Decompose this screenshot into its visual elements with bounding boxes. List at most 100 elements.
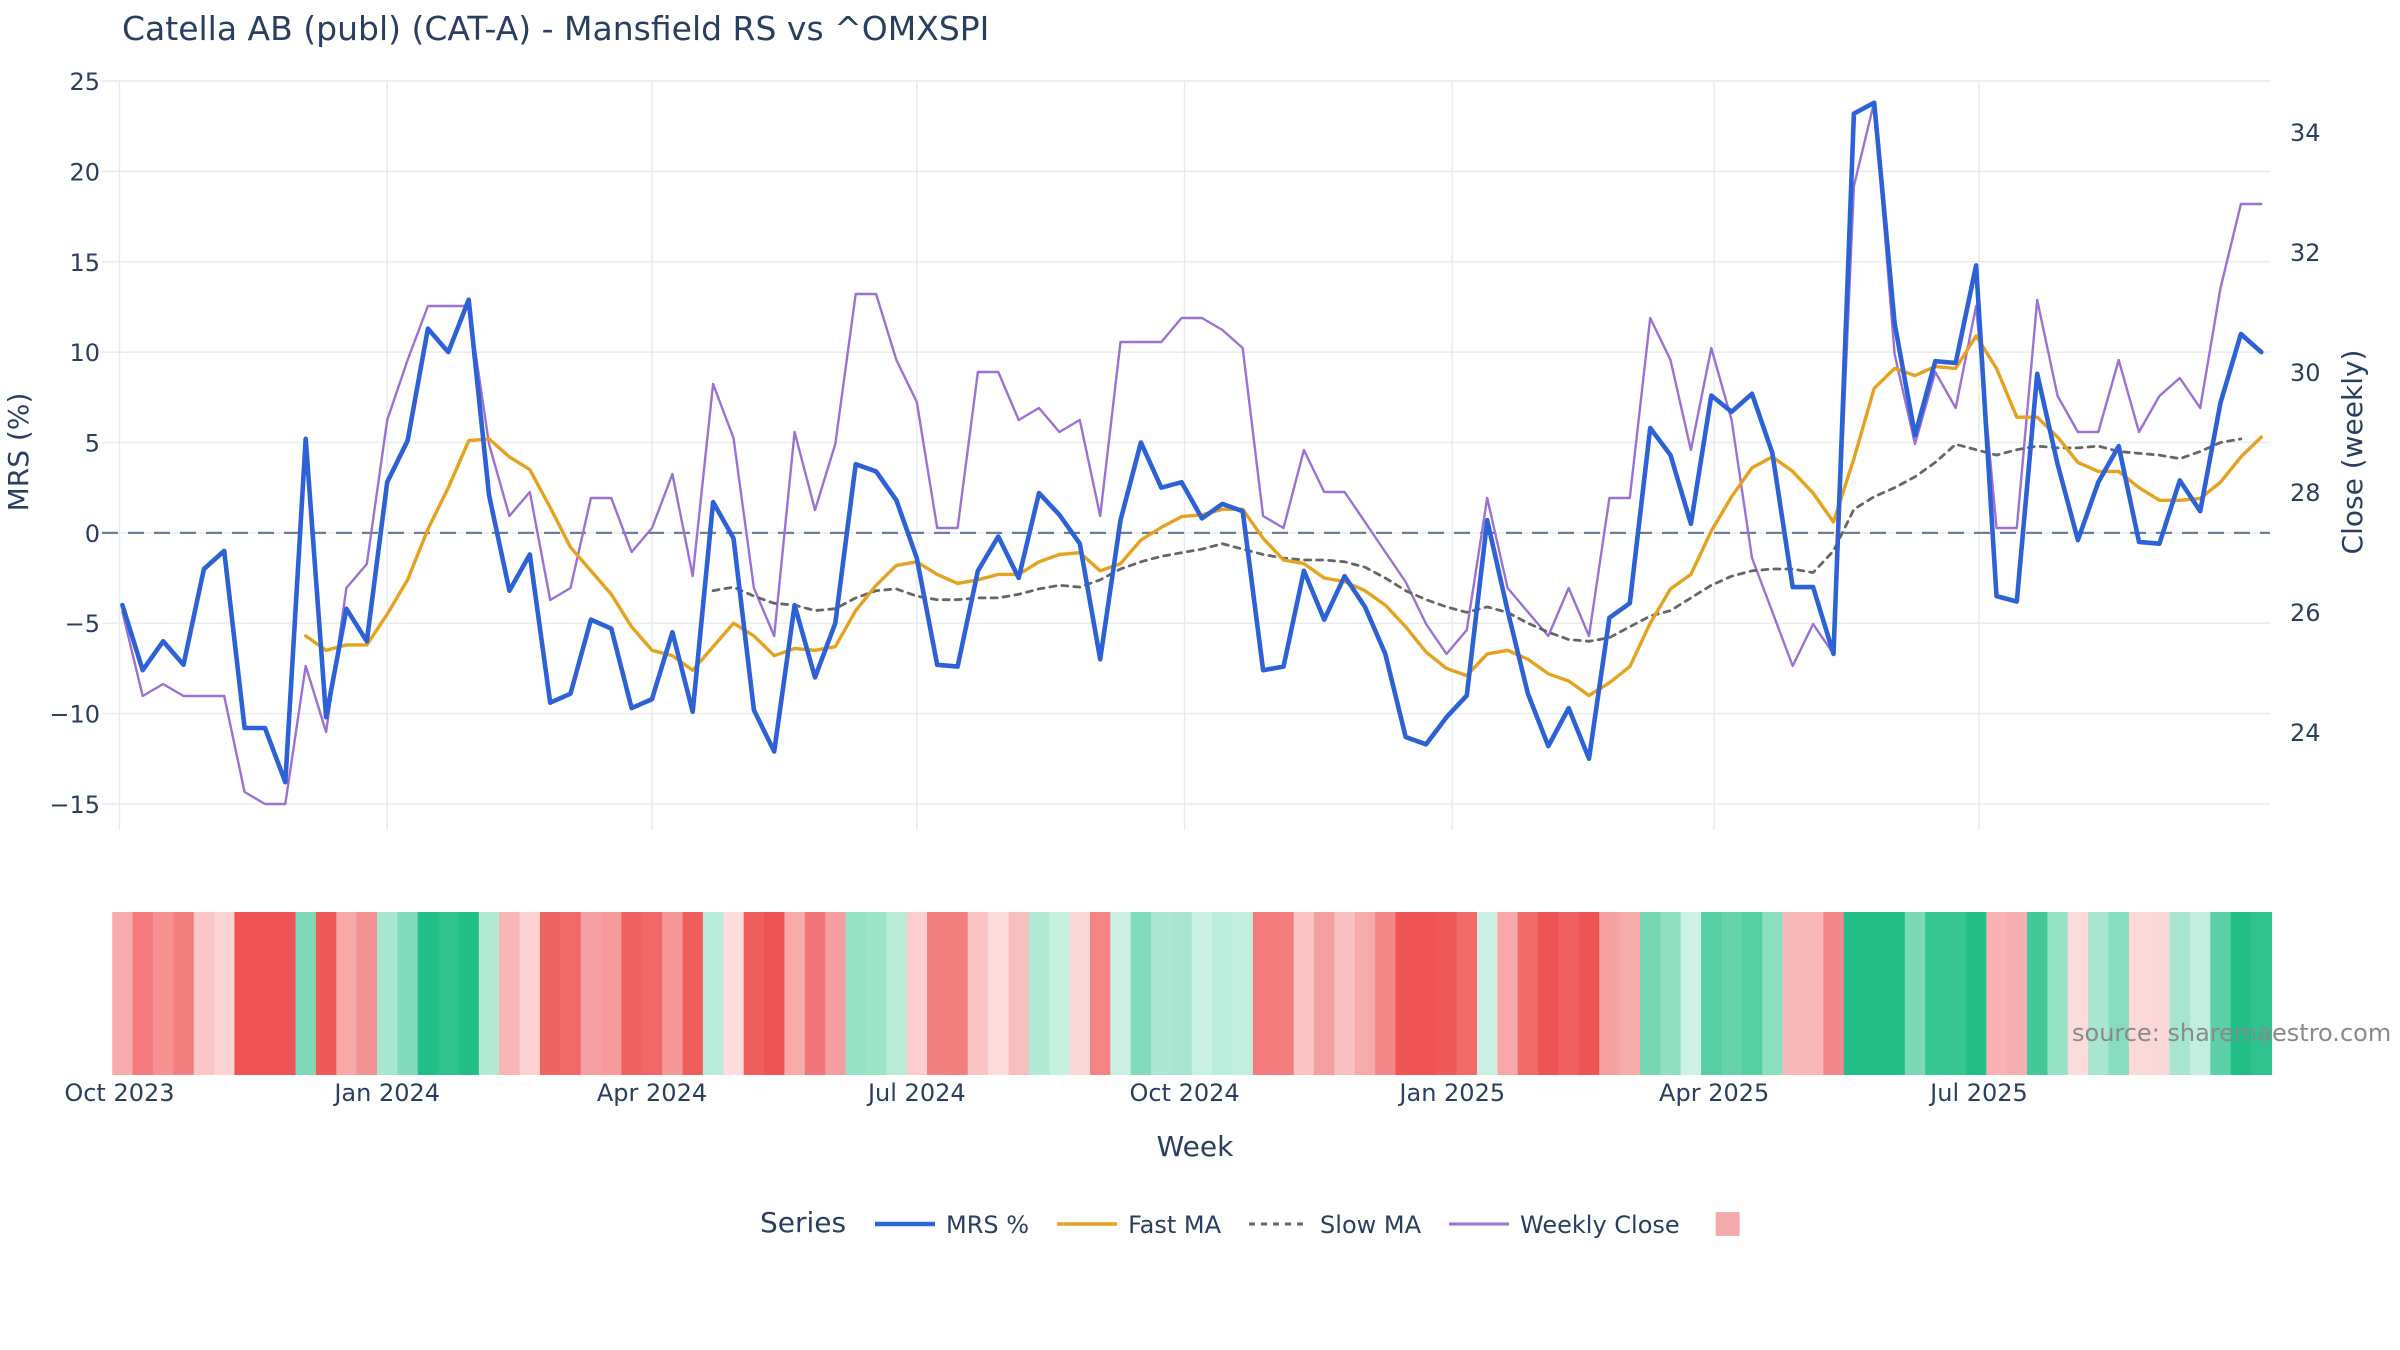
heatmap-cell [254, 912, 276, 1075]
legend-label: MRS % [946, 1211, 1029, 1239]
heatmap-cell [2251, 912, 2273, 1075]
heatmap-cell [1090, 912, 1111, 1075]
heatmap-cell [1925, 912, 1947, 1075]
legend-label: Weekly Close [1520, 1211, 1680, 1239]
heatmap-cell [2047, 912, 2069, 1075]
y-axis-title: MRS (%) [2, 393, 35, 512]
heatmap-cell [927, 912, 948, 1075]
heatmap-cell [1252, 912, 1274, 1075]
heatmap-cell [682, 912, 704, 1075]
y2-axis-title: Close (weekly) [2336, 350, 2369, 555]
heatmap-cell [2190, 912, 2211, 1075]
heatmap-cell [1517, 912, 1539, 1075]
heatmap-cell [2169, 912, 2191, 1075]
heatmap-cell [825, 912, 847, 1075]
heatmap-cell [1721, 912, 1743, 1075]
heatmap-cell [1945, 912, 1967, 1075]
legend-label: Slow MA [1320, 1211, 1422, 1239]
series-line-fast-ma [304, 334, 2263, 698]
heatmap-cell [1415, 912, 1437, 1075]
y2-tick-label: 28 [2290, 479, 2321, 507]
heatmap-cell [540, 912, 561, 1075]
heatmap-cell [315, 912, 337, 1075]
heatmap-cell [275, 912, 297, 1075]
heatmap-cell [641, 912, 663, 1075]
heatmap-cell [1028, 912, 1050, 1075]
heatmap-cell [1436, 912, 1458, 1075]
heatmap-cell [1660, 912, 1682, 1075]
heatmap-cell [1986, 912, 2008, 1075]
heatmap-cell [1354, 912, 1376, 1075]
left-y-axis: 25 20 15 10 5 0 −5 −10 −15 [49, 68, 100, 819]
heatmap-cell [1130, 912, 1152, 1075]
heatmap-cell [2006, 912, 2028, 1075]
heatmap-cell [1395, 912, 1417, 1075]
heatmap-cell [845, 912, 867, 1075]
heatmap-cell [1701, 912, 1723, 1075]
heatmap-cell [2027, 912, 2048, 1075]
heatmap-cell [519, 912, 541, 1075]
heatmap-cell [886, 912, 908, 1075]
series-lines [120, 100, 2264, 806]
heatmap-cell [2149, 912, 2171, 1075]
heatmap-cell [1904, 912, 1926, 1075]
heatmap-cell [478, 912, 500, 1075]
y2-tick-label: 26 [2290, 599, 2321, 627]
heatmap-cell [377, 912, 398, 1075]
heatmap-cell [784, 912, 806, 1075]
y-tick-label: 0 [85, 520, 100, 548]
legend: Series MRS % Fast MA Slow MA Weekly Close [760, 1206, 1740, 1239]
heatmap-cell [723, 912, 745, 1075]
heatmap-cell [580, 912, 602, 1075]
heatmap-cell [1599, 912, 1621, 1075]
x-tick-label: Jan 2025 [1397, 1079, 1505, 1107]
heatmap-cell [1558, 912, 1580, 1075]
heatmap-cell [1008, 912, 1030, 1075]
x-tick-label: Jan 2024 [332, 1079, 440, 1107]
y-tick-label: −5 [65, 610, 100, 638]
heatmap-cell [1538, 912, 1560, 1075]
heatmap-cell [1232, 912, 1254, 1075]
heatmap-cell [214, 912, 235, 1075]
heatmap-cell [1049, 912, 1071, 1075]
heatmap-cell [1762, 912, 1784, 1075]
y-tick-label: −15 [49, 791, 100, 819]
heatmap-cell [1477, 912, 1498, 1075]
heatmap-cell [1069, 912, 1091, 1075]
y2-tick-label: 24 [2290, 719, 2321, 747]
heatmap-cell [947, 912, 969, 1075]
x-tick-label: Jul 2024 [866, 1079, 966, 1107]
heatmap-cell [1151, 912, 1173, 1075]
heatmap-cell [1619, 912, 1641, 1075]
heatmap-cell [152, 912, 174, 1075]
heatmap-cell [1334, 912, 1356, 1075]
y2-tick-label: 32 [2290, 239, 2321, 267]
heatmap-cell [234, 912, 256, 1075]
legend-label: Fast MA [1128, 1211, 1222, 1239]
heatmap-cell [1497, 912, 1519, 1075]
heatmap-cell [1375, 912, 1397, 1075]
heatmap-cell [1212, 912, 1234, 1075]
heatmap-cell [1171, 912, 1193, 1075]
heatmap-cell [621, 912, 643, 1075]
y2-tick-label: 30 [2290, 359, 2321, 387]
heatmap-cell [438, 912, 460, 1075]
right-y-axis: 34 32 30 28 26 24 [2290, 119, 2321, 747]
heatmap-cell [2108, 912, 2130, 1075]
legend-heatmap-swatch [1715, 1212, 1740, 1236]
heatmap-cell [601, 912, 623, 1075]
heatmap-cell [1884, 912, 1906, 1075]
heatmap-cell [417, 912, 439, 1075]
heatmap-cell [458, 912, 480, 1075]
heatmap-cell [295, 912, 317, 1075]
heatmap-cell [1864, 912, 1885, 1075]
heatmap-cell [2088, 912, 2110, 1075]
series-line-weekly-close [121, 100, 2263, 806]
legend-title: Series [760, 1206, 846, 1239]
y-tick-label: 25 [69, 68, 100, 96]
heatmap-cell [1843, 912, 1865, 1075]
heatmap-cell [2210, 912, 2232, 1075]
series-line-mrs [120, 100, 2264, 785]
heatmap-cell [356, 912, 378, 1075]
